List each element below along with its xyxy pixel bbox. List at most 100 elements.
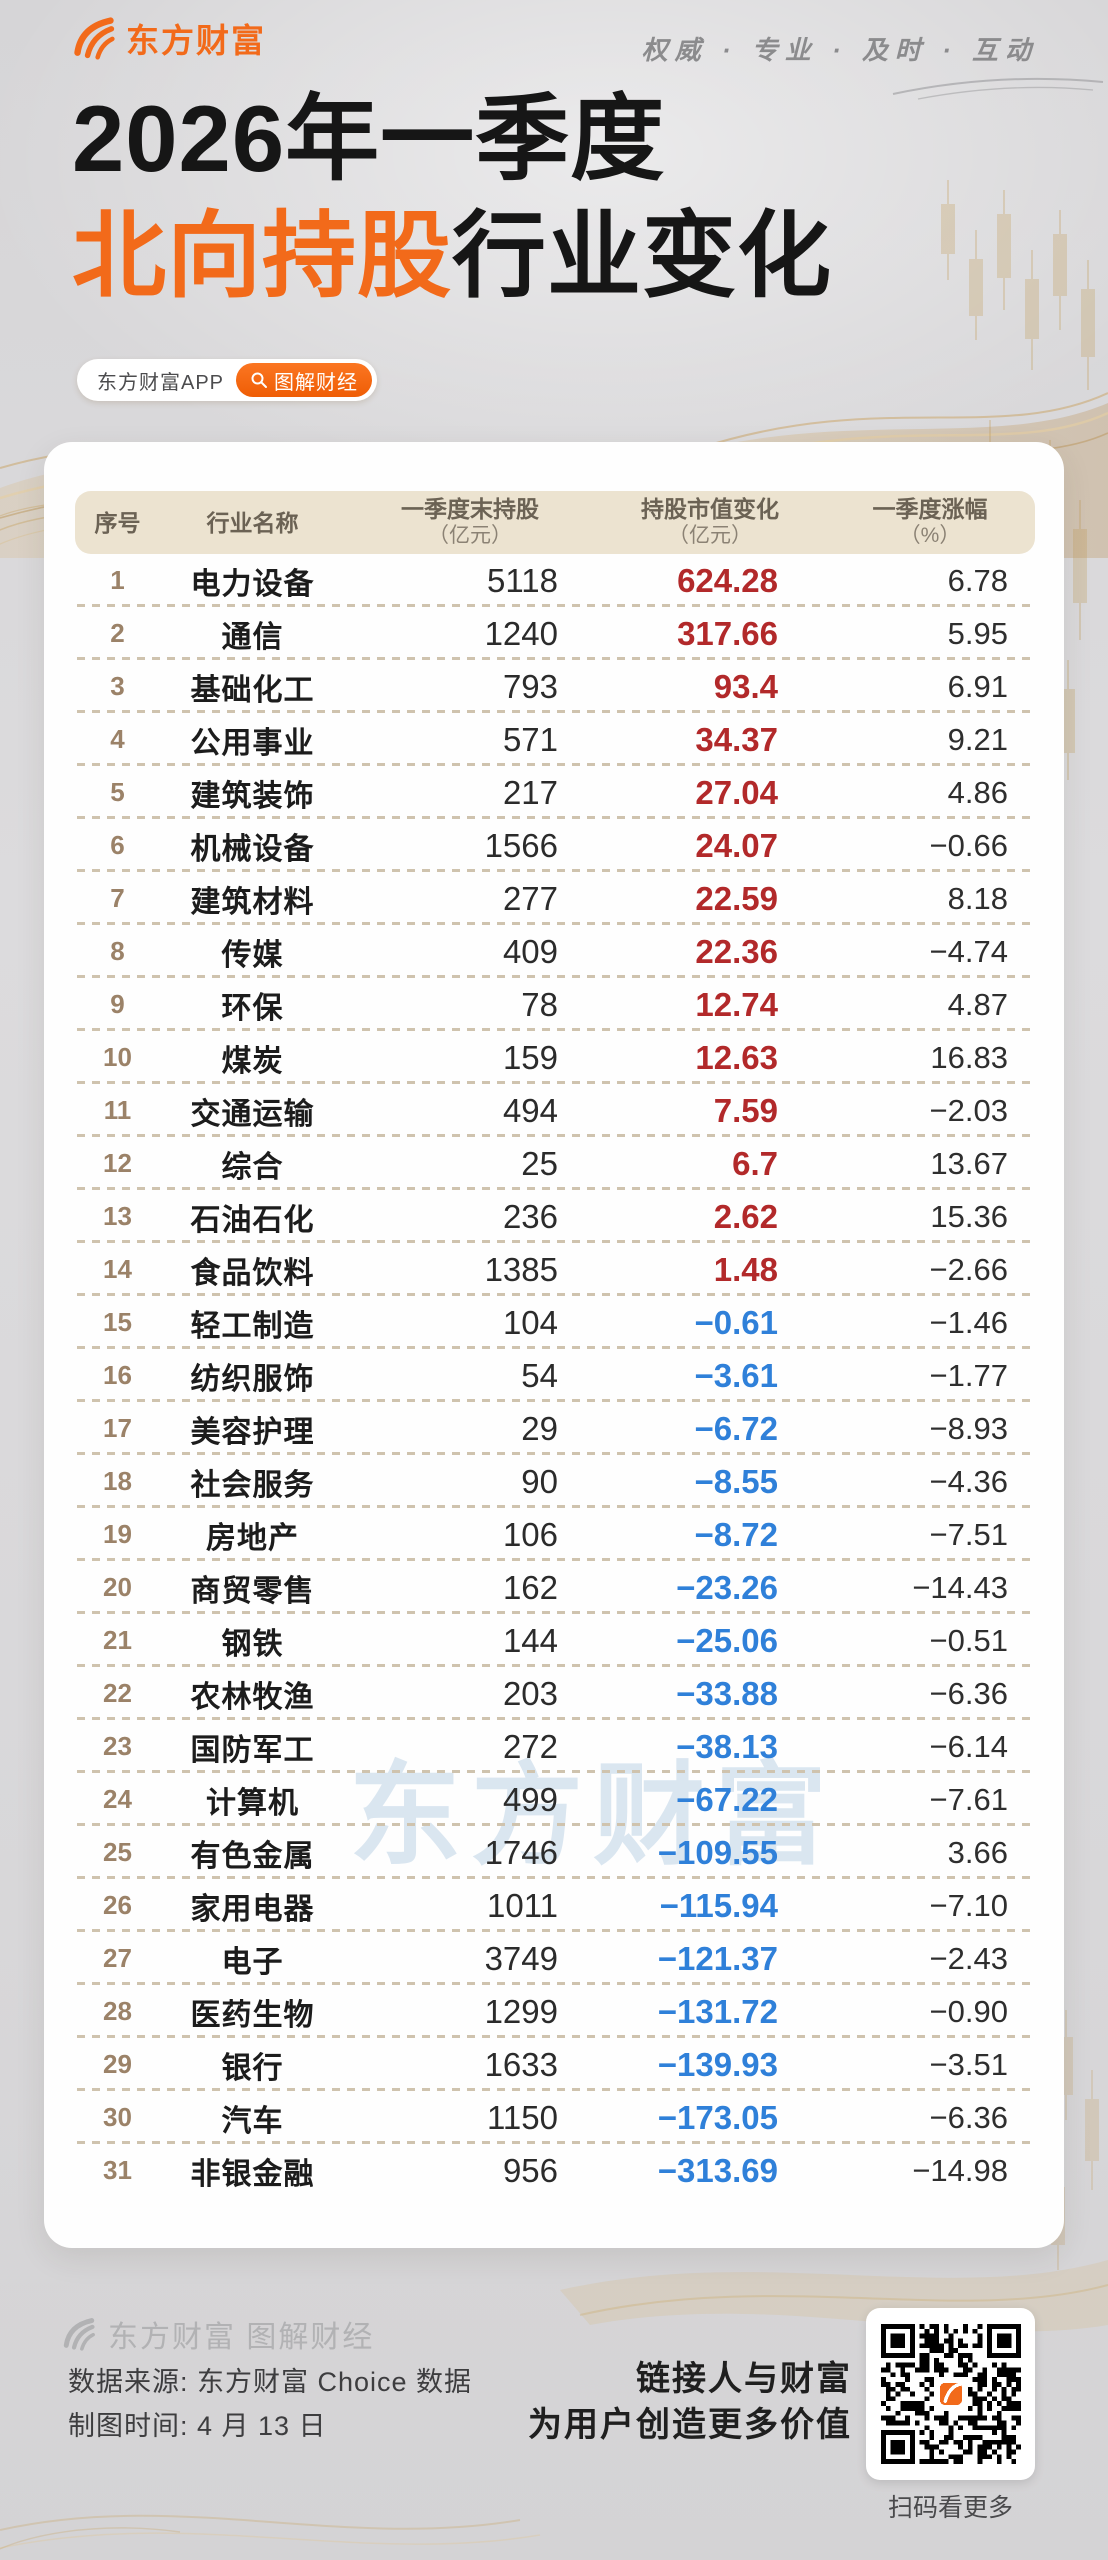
- table-row: 10 煤炭 159 12.63 16.83: [75, 1031, 1035, 1084]
- pct-value: 4.87: [947, 986, 1008, 1022]
- change-value: −131.72: [657, 1992, 778, 2030]
- row-index: 9: [110, 989, 125, 1019]
- pct-value: 8.18: [947, 880, 1008, 916]
- row-index: 7: [110, 883, 125, 913]
- pct-value: −14.98: [912, 2152, 1008, 2188]
- row-index: 12: [103, 1148, 132, 1178]
- row-index: 30: [103, 2102, 132, 2132]
- pct-value: 3.66: [947, 1834, 1008, 1870]
- holding-value: 1240: [484, 614, 558, 652]
- holding-value: 90: [521, 1462, 558, 1500]
- change-value: −139.93: [657, 2045, 778, 2083]
- pct-value: 13.67: [930, 1145, 1008, 1181]
- holding-value: 203: [502, 1674, 558, 1712]
- industry-table: 序号 行业名称 一季度末持股 （亿元） 持股市值变化 （亿元） 一季度涨幅 （%） 1…: [75, 491, 1035, 2197]
- holding-value: 494: [502, 1091, 558, 1129]
- qr-code: [866, 2308, 1035, 2480]
- industry-name: 纺织服饰: [190, 1362, 315, 1396]
- change-value: −6.72: [694, 1409, 779, 1447]
- table-row: 6 机械设备 1566 24.07 −0.66: [75, 819, 1035, 872]
- industry-name: 机械设备: [190, 832, 315, 866]
- page-title: 2026年一季度 北向持股行业变化: [72, 80, 832, 314]
- col-header-industry: 行业名称: [206, 509, 299, 536]
- change-value: 12.63: [695, 1038, 778, 1076]
- industry-name: 有色金属: [190, 1839, 315, 1873]
- holding-value: 5118: [487, 561, 558, 599]
- row-index: 27: [103, 1943, 132, 1973]
- pct-value: −7.61: [929, 1781, 1008, 1817]
- col-header-change: 持股市值变化 （亿元）: [595, 496, 825, 549]
- change-value: 7.59: [713, 1091, 778, 1129]
- pct-value: −6.36: [929, 2099, 1008, 2135]
- table-row: 18 社会服务 90 −8.55 −4.36: [75, 1455, 1035, 1508]
- industry-name: 钢铁: [221, 1627, 284, 1661]
- pct-value: 5.95: [947, 615, 1008, 651]
- change-value: 2.62: [713, 1197, 778, 1235]
- qr-svg: [880, 2324, 1021, 2464]
- industry-name: 轻工制造: [190, 1309, 315, 1343]
- industry-name: 食品饮料: [190, 1256, 315, 1290]
- holding-value: 159: [502, 1038, 558, 1076]
- row-index: 25: [103, 1837, 132, 1867]
- industry-name: 美容护理: [190, 1415, 315, 1449]
- table-row: 19 房地产 106 −8.72 −7.51: [75, 1508, 1035, 1561]
- table-row: 7 建筑材料 277 22.59 8.18: [75, 872, 1035, 925]
- table-row: 17 美容护理 29 −6.72 −8.93: [75, 1402, 1035, 1455]
- holding-value: 571: [502, 720, 558, 758]
- industry-name: 家用电器: [190, 1892, 315, 1926]
- row-index: 14: [103, 1254, 132, 1284]
- change-value: 6.7: [732, 1144, 778, 1182]
- pct-value: 6.78: [947, 562, 1008, 598]
- row-index: 10: [103, 1042, 132, 1072]
- industry-name: 医药生物: [190, 1998, 315, 2032]
- row-index: 16: [103, 1360, 132, 1390]
- row-index: 21: [103, 1625, 132, 1655]
- change-value: −313.69: [657, 2151, 778, 2189]
- badge-channel-button[interactable]: 图解财经: [236, 363, 373, 397]
- row-index: 2: [110, 618, 125, 648]
- holding-value: 106: [502, 1515, 558, 1553]
- watermark: 东方财富: [349, 1753, 837, 1878]
- holding-value: 1566: [484, 826, 558, 864]
- pct-value: 4.86: [947, 774, 1008, 810]
- title-line2: 北向持股行业变化: [72, 197, 832, 314]
- table-row: 28 医药生物 1299 −131.72 −0.90: [75, 1985, 1035, 2038]
- col-header-holding: 一季度末持股 （亿元）: [345, 496, 595, 549]
- holding-value: 1150: [487, 2098, 558, 2136]
- holding-value: 29: [521, 1409, 558, 1447]
- pct-value: 15.36: [930, 1198, 1008, 1234]
- change-value: −38.13: [676, 1727, 778, 1765]
- table-row: 12 综合 25 6.7 13.67: [75, 1137, 1035, 1190]
- holding-value: 162: [502, 1568, 558, 1606]
- change-value: 22.36: [695, 932, 778, 970]
- row-index: 29: [103, 2049, 132, 2079]
- pct-value: −14.43: [912, 1569, 1008, 1605]
- pct-value: −6.14: [929, 1728, 1008, 1764]
- pct-value: 9.21: [947, 721, 1008, 757]
- table-row: 26 家用电器 1011 −115.94 −7.10: [75, 1879, 1035, 1932]
- industry-name: 计算机: [206, 1786, 299, 1820]
- table-row: 23 国防军工 272 −38.13 −6.14: [75, 1720, 1035, 1773]
- table-row: 14 食品饮料 1385 1.48 −2.66: [75, 1243, 1035, 1296]
- change-value: −121.37: [657, 1939, 778, 1977]
- row-index: 6: [110, 830, 125, 860]
- change-value: 22.59: [695, 879, 778, 917]
- brand-logo: 东方财富: [72, 14, 266, 62]
- holding-value: 277: [502, 879, 558, 917]
- industry-name: 综合: [221, 1150, 284, 1184]
- row-index: 31: [103, 2155, 132, 2185]
- chart-date: 制图时间: 4 月 13 日: [68, 2411, 327, 2441]
- pct-value: −2.03: [929, 1092, 1008, 1128]
- title-line1: 2026年一季度: [72, 86, 666, 191]
- holding-value: 104: [502, 1303, 558, 1341]
- industry-name: 建筑装饰: [190, 779, 315, 813]
- row-index: 20: [103, 1572, 132, 1602]
- row-index: 22: [103, 1678, 132, 1708]
- pct-value: −0.51: [929, 1622, 1008, 1658]
- industry-name: 非银金融: [190, 2157, 315, 2191]
- table-row: 24 计算机 499 −67.22 −7.61: [75, 1773, 1035, 1826]
- holding-value: 54: [521, 1356, 558, 1394]
- holding-value: 144: [502, 1621, 558, 1659]
- table-row: 30 汽车 1150 −173.05 −6.36: [75, 2091, 1035, 2144]
